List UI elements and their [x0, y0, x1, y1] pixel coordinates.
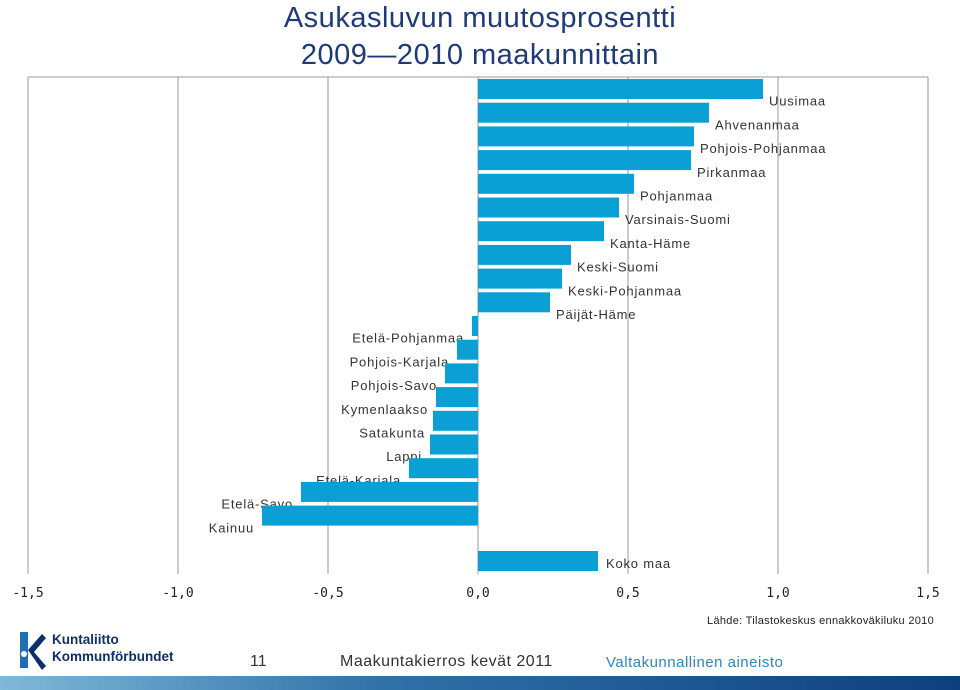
round-label: Maakuntakierros kevät 2011	[340, 653, 553, 670]
x-tick-label: -0,5	[312, 586, 343, 601]
bar	[433, 410, 478, 431]
bar	[478, 292, 550, 313]
bar	[478, 79, 763, 99]
bar	[457, 339, 478, 360]
bar	[478, 197, 619, 218]
bar	[478, 126, 694, 147]
bar	[409, 458, 478, 479]
total-bar-label: Koko maa	[606, 556, 671, 571]
bar-label: Ahvenanmaa	[715, 117, 800, 132]
title-line-2: 2009—2010 maakunnittain	[300, 39, 660, 71]
logo-text-line-1: Kuntaliitto	[52, 632, 119, 647]
page-number: 11	[250, 653, 267, 670]
x-tick-label: -1,0	[162, 586, 193, 601]
footer-band	[0, 676, 960, 690]
bar	[478, 221, 604, 242]
source-note: Lähde: Tilastokeskus ennakkoväkiluku 201…	[707, 615, 934, 627]
x-tick-label: 0,0	[466, 586, 489, 601]
bar	[478, 244, 571, 265]
bar-label: Pohjanmaa	[640, 189, 713, 204]
title-line-1: Asukasluvun muutosprosentti	[283, 2, 677, 34]
bar-label: Kanta-Häme	[610, 236, 691, 251]
x-tick-label: 0,5	[616, 586, 639, 601]
bar	[478, 268, 562, 289]
bar-label: Keski-Pohjanmaa	[568, 283, 682, 298]
bar-label: Pohjois-Pohjanmaa	[700, 141, 826, 156]
bar	[478, 173, 634, 194]
chart-title: Asukasluvun muutosprosentti 2009—2010 ma…	[0, 0, 960, 74]
bar-label: Keski-Suomi	[577, 260, 659, 275]
total-bar	[478, 551, 598, 571]
x-tick-label: 1,0	[766, 586, 789, 601]
bar	[430, 434, 478, 455]
logo-mark-icon	[20, 632, 46, 670]
logo-text-line-2: Kommunförbundet	[52, 649, 174, 664]
bar-label: Kymenlaakso	[341, 402, 428, 417]
bar	[436, 387, 478, 408]
kuntaliitto-logo: Kuntaliitto Kommunförbundet	[16, 630, 206, 672]
bar-label: Pohjois-Savo	[351, 378, 437, 393]
bar-label: Pirkanmaa	[697, 165, 766, 180]
bar	[472, 316, 478, 336]
bar-label: Kainuu	[209, 520, 254, 535]
bar-label: Varsinais-Suomi	[625, 212, 731, 227]
bar-label: Pohjois-Karjala	[350, 354, 449, 369]
bar	[478, 150, 691, 171]
bar	[445, 363, 478, 384]
footer: Kuntaliitto Kommunförbundet 11 Maakuntak…	[0, 630, 960, 690]
bar-label: Päijät-Häme	[556, 307, 636, 322]
x-tick-label: 1,5	[916, 586, 939, 601]
material-label: Valtakunnallinen aineisto	[606, 654, 784, 671]
bar-label: Etelä-Pohjanmaa	[352, 331, 464, 346]
bar	[301, 481, 478, 502]
bar	[262, 505, 478, 526]
bar	[478, 102, 709, 123]
bar-label: Satakunta	[359, 426, 425, 441]
bar-label: Uusimaa	[769, 94, 826, 109]
x-tick-label: -1,5	[12, 586, 43, 601]
